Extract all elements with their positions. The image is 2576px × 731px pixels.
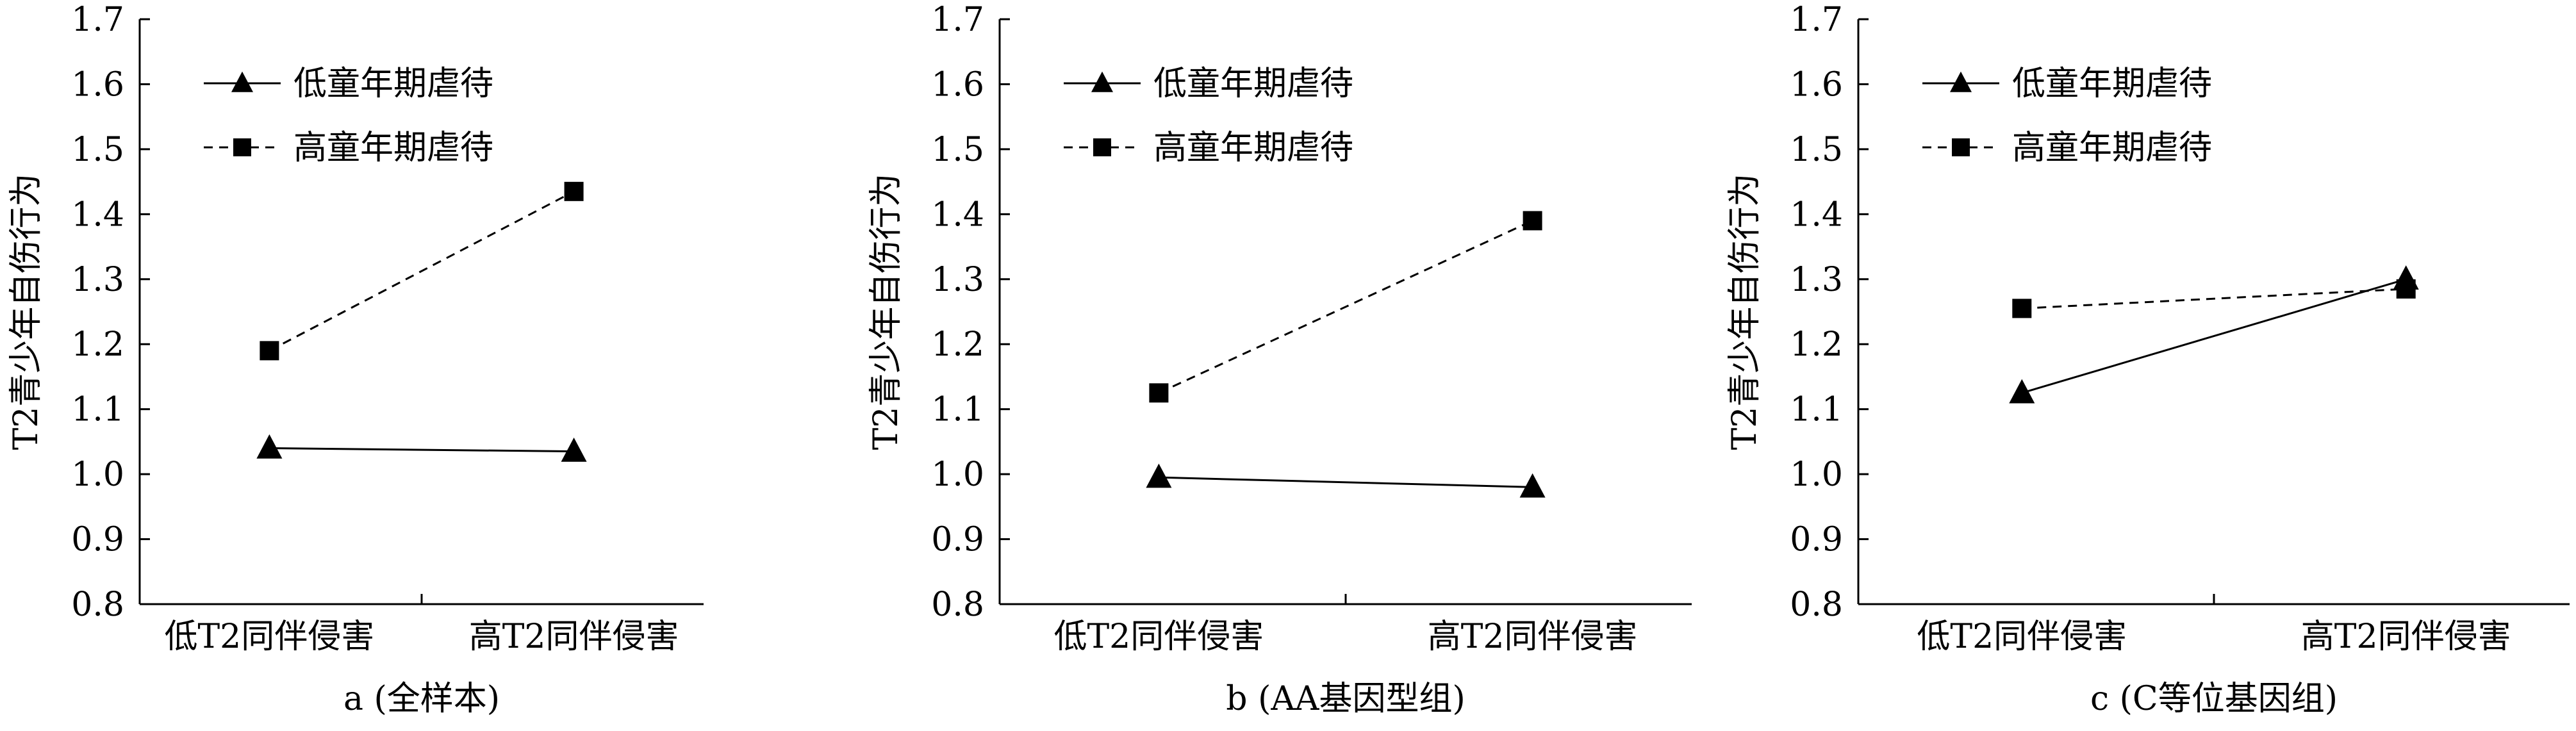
chart-panel-a: 0.8 0.9 1.0 1.1 1.2 1.3 1.4 1.5 1.6 1.7 低T2同伴侵害 高T2… <box>7 1 704 718</box>
x-tick-label: 低T2同伴侵害 <box>165 618 375 656</box>
legend-marker-square <box>233 138 251 156</box>
y-tick-label: 1.6 <box>71 65 124 104</box>
data-point-square <box>1523 211 1542 231</box>
y-tick-label: 1.5 <box>1790 131 1843 169</box>
data-point-square <box>1149 383 1169 403</box>
legend-marker-triangle <box>1091 71 1113 92</box>
x-tick-label: 低T2同伴侵害 <box>1917 618 2127 656</box>
data-point-square <box>564 181 584 201</box>
data-point-square <box>2396 279 2416 299</box>
legend-label: 低童年期虐待 <box>1153 65 1353 103</box>
y-tick-label: 1.2 <box>1790 325 1843 364</box>
series-line-low-abuse <box>1159 476 1533 488</box>
y-tick-label: 1.5 <box>71 131 124 169</box>
x-tick-label: 高T2同伴侵害 <box>2301 618 2511 656</box>
data-point-square <box>2012 299 2032 318</box>
y-tick-label: 0.8 <box>1790 586 1843 624</box>
x-tick-label: 高T2同伴侵害 <box>1428 618 1638 656</box>
y-tick-label: 0.9 <box>71 521 124 559</box>
x-tick-label: 高T2同伴侵害 <box>469 618 679 656</box>
y-tick-label: 0.9 <box>931 521 984 559</box>
data-point-triangle <box>1146 463 1172 488</box>
panel-caption: a (全样本) <box>343 680 500 718</box>
data-point-square <box>260 341 279 361</box>
chart-panel-b: 0.8 0.9 1.0 1.1 1.2 1.3 1.4 1.5 1.6 1.7 低T2同伴侵害 高T2… <box>867 1 1692 718</box>
y-tick-label: 1.4 <box>931 195 984 234</box>
y-tick-label: 1.3 <box>71 261 124 299</box>
y-axis-label: T2青少年自伤行为 <box>1726 174 1764 450</box>
data-point-triangle <box>2009 379 2035 404</box>
y-tick-label: 1.7 <box>1790 1 1843 39</box>
chart-panel-c: 0.8 0.9 1.0 1.1 1.2 1.3 1.4 1.5 1.6 1.7 低T2同伴侵害 高T2… <box>1726 1 2570 718</box>
legend-marker-triangle <box>1950 71 1972 92</box>
y-tick-label: 1.1 <box>71 391 124 429</box>
y-tick-label: 0.8 <box>71 586 124 624</box>
data-point-triangle <box>256 434 283 459</box>
legend-label: 高童年期虐待 <box>1153 129 1353 167</box>
series-line-high-abuse <box>2022 288 2406 309</box>
y-tick-label: 1.3 <box>931 261 984 299</box>
data-point-triangle <box>1519 473 1546 498</box>
panel-caption: c (C等位基因组) <box>2090 680 2338 718</box>
y-tick-label: 1.0 <box>1790 456 1843 494</box>
y-tick-label: 1.0 <box>71 456 124 494</box>
y-tick-label: 1.5 <box>931 131 984 169</box>
series-line-high-abuse <box>1158 220 1533 394</box>
y-tick-label: 1.7 <box>931 1 984 39</box>
y-tick-label: 1.6 <box>1790 65 1843 104</box>
x-tick-label: 低T2同伴侵害 <box>1054 618 1264 656</box>
legend-label: 高童年期虐待 <box>293 129 493 167</box>
y-tick-label: 1.6 <box>931 65 984 104</box>
y-tick-label: 1.3 <box>1790 261 1843 299</box>
y-tick-label: 1.4 <box>71 195 124 234</box>
y-tick-label: 1.2 <box>71 325 124 364</box>
series-line-low-abuse <box>2021 278 2407 394</box>
y-tick-label: 1.1 <box>1790 391 1843 429</box>
series-line-high-abuse <box>268 190 575 352</box>
y-axis-label: T2青少年自伤行为 <box>867 174 905 450</box>
y-tick-label: 1.2 <box>931 325 984 364</box>
y-tick-label: 1.7 <box>71 1 124 39</box>
data-point-triangle <box>561 438 587 462</box>
legend-marker-square <box>1952 138 1970 156</box>
y-axis-label: T2青少年自伤行为 <box>7 174 45 450</box>
y-tick-label: 1.4 <box>1790 195 1843 234</box>
legend-marker-triangle <box>231 71 253 92</box>
legend-label: 低童年期虐待 <box>2012 65 2212 103</box>
y-tick-label: 1.1 <box>931 391 984 429</box>
y-tick-label: 0.8 <box>931 586 984 624</box>
y-tick-label: 1.0 <box>931 456 984 494</box>
legend-label: 低童年期虐待 <box>293 65 493 103</box>
series-line-low-abuse <box>269 447 574 453</box>
y-tick-label: 0.9 <box>1790 521 1843 559</box>
legend-marker-square <box>1093 138 1111 156</box>
panel-caption: b (AA基因型组) <box>1226 680 1466 718</box>
legend-label: 高童年期虐待 <box>2012 129 2212 167</box>
